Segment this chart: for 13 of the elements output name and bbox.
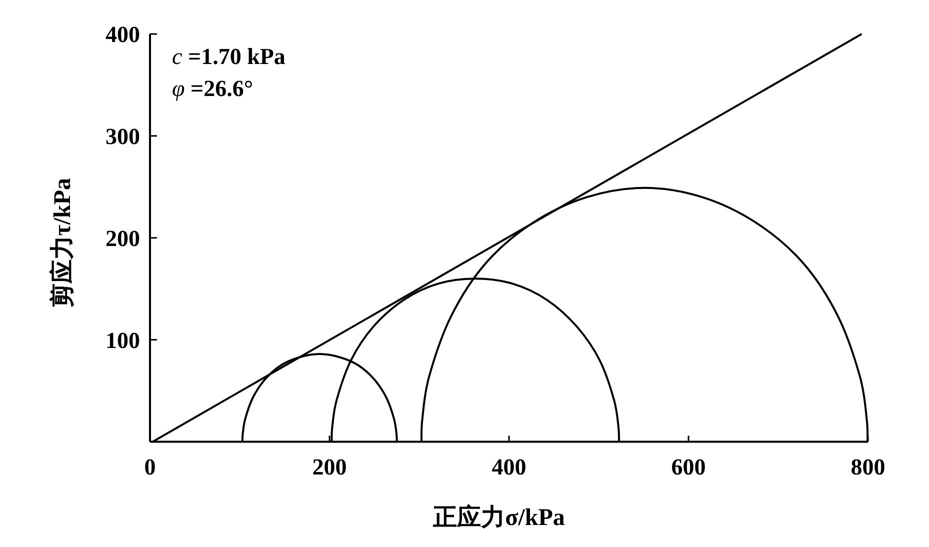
y-tick-label: 200 [106,226,140,251]
x-tick-label: 200 [312,454,347,480]
x-tick-label: 400 [492,454,526,480]
x-tick-label: 0 [144,454,156,480]
y-tick-label: 300 [106,124,140,149]
annotation: c =1.70 kPa [172,44,286,69]
x-tick-label: 800 [850,454,886,480]
x-tick-label: 600 [671,454,706,480]
annotation: φ =26.6° [172,76,254,101]
x-axis-title: 正应力σ/kPa [432,504,565,531]
y-tick-label: 100 [106,328,140,353]
y-tick-label: 400 [106,22,140,47]
y-axis-title: 剪应力τ/kPa [49,178,76,308]
